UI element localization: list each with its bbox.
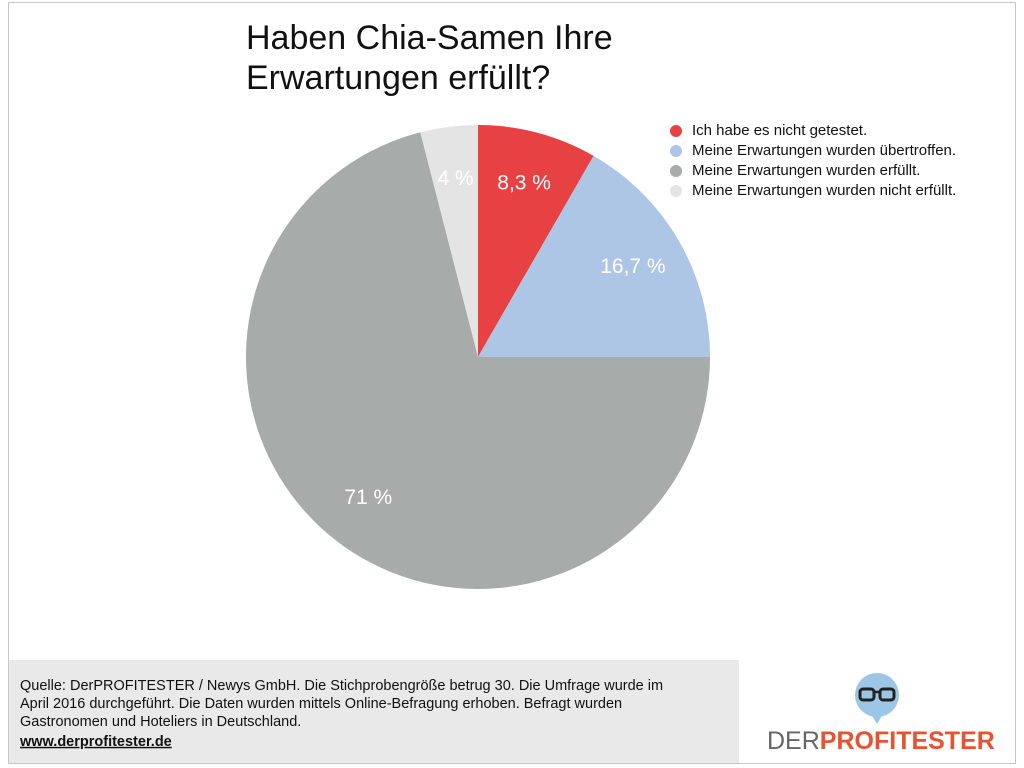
source-text: Gastronomen und Hoteliers in Deutschland… — [20, 714, 301, 730]
pie-slice — [478, 155, 710, 357]
legend-label: Meine Erwartungen wurden erfüllt. — [692, 162, 920, 179]
legend-label: Ich habe es nicht getestet. — [692, 122, 867, 139]
legend-label: Meine Erwartungen wurden nicht erfüllt. — [692, 182, 956, 199]
logo-name: PROFITESTER — [820, 727, 995, 755]
legend-marker — [670, 125, 682, 137]
chart-title: Haben Chia-Samen Ihre — [246, 19, 613, 57]
legend-marker — [670, 185, 682, 197]
logo-icon — [855, 673, 899, 724]
legend-marker — [670, 145, 682, 157]
legend: Ich habe es nicht getestet. Meine Erwartu… — [670, 122, 956, 199]
value-label: 8,3 % — [497, 172, 551, 195]
value-label: 4 % — [437, 167, 473, 190]
footer-background — [9, 660, 739, 763]
pie-slice — [420, 125, 478, 357]
source-text: Quelle: DerPROFITESTER / Newys GmbH. Die… — [20, 678, 663, 694]
chart-title: Erwartungen erfüllt? — [246, 59, 550, 97]
legend-label: Meine Erwartungen wurden übertroffen. — [692, 142, 956, 159]
value-label: 16,7 % — [600, 255, 665, 278]
frame — [8, 2, 1016, 764]
source-text: April 2016 durchgeführt. Die Daten wurde… — [20, 696, 622, 712]
pie-slice — [478, 125, 594, 357]
legend-marker — [670, 165, 682, 177]
pie-slice — [246, 132, 710, 590]
logo-prefix: DER — [767, 727, 820, 755]
pie: 8,3 % 16,7 % 71 % 4 % — [246, 125, 710, 590]
logo-text: DERPROFITESTER — [767, 727, 995, 755]
source-link[interactable]: www.derprofitester.de — [19, 734, 172, 750]
value-label: 71 % — [344, 486, 392, 509]
